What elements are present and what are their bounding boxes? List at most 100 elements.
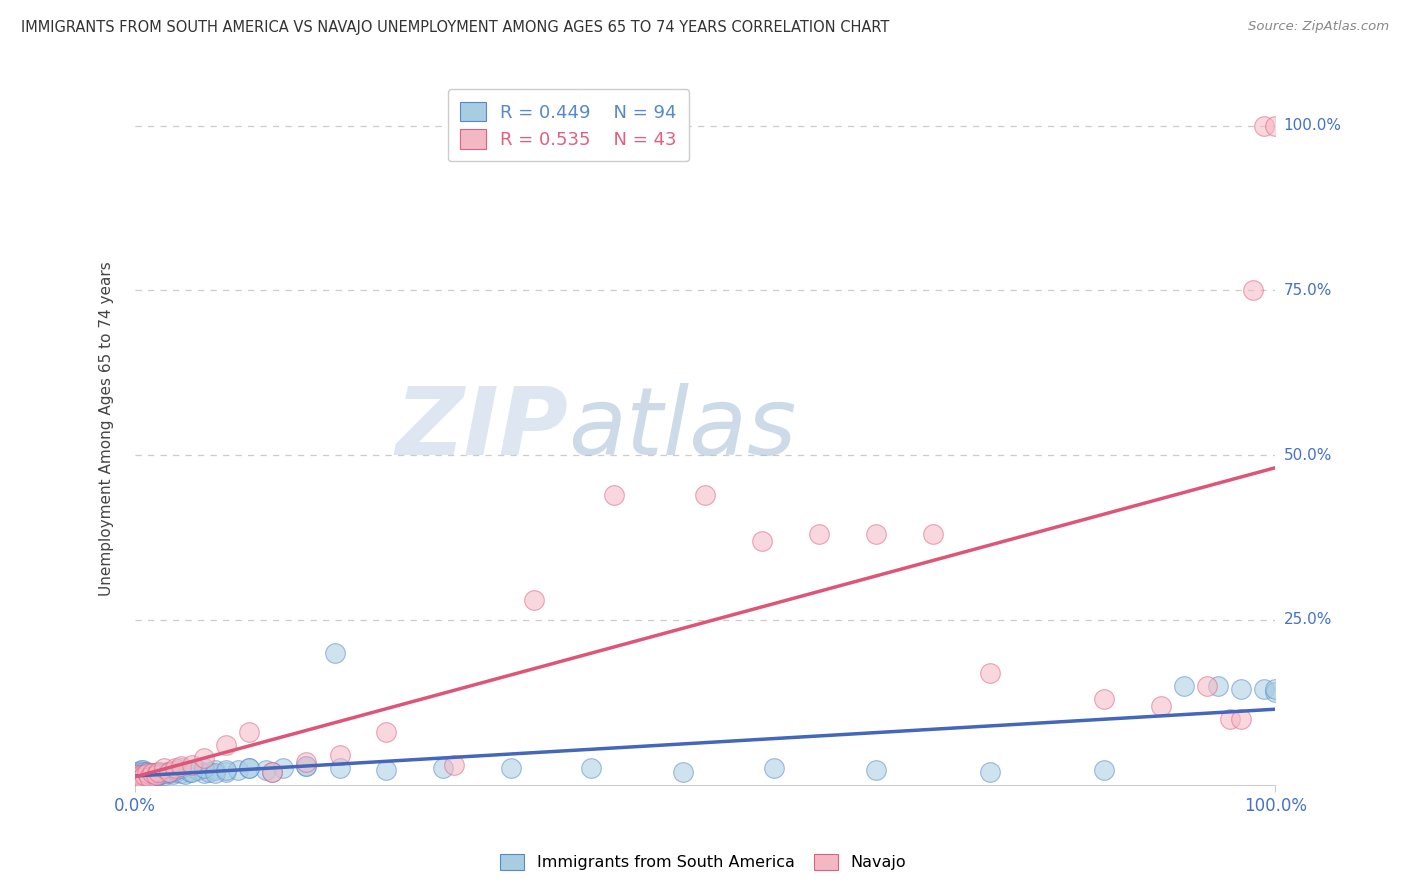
Point bbox=[129, 768, 152, 782]
Text: 75.0%: 75.0% bbox=[1284, 283, 1331, 298]
Point bbox=[979, 764, 1001, 779]
Point bbox=[375, 725, 398, 739]
Point bbox=[135, 764, 157, 779]
Point bbox=[762, 761, 785, 775]
Point bbox=[129, 774, 152, 789]
Point bbox=[1241, 284, 1264, 298]
Point bbox=[134, 768, 156, 782]
Point bbox=[443, 758, 465, 772]
Point bbox=[127, 774, 149, 789]
Point bbox=[295, 759, 318, 773]
Point bbox=[198, 764, 221, 779]
Point bbox=[1264, 685, 1286, 699]
Point bbox=[146, 765, 169, 780]
Point bbox=[432, 761, 454, 775]
Point bbox=[170, 765, 193, 780]
Point bbox=[323, 646, 346, 660]
Point bbox=[134, 768, 156, 782]
Point bbox=[128, 768, 150, 782]
Point bbox=[157, 764, 180, 779]
Point bbox=[174, 767, 197, 781]
Point bbox=[138, 771, 160, 785]
Point bbox=[165, 761, 187, 775]
Point bbox=[156, 764, 179, 779]
Point bbox=[135, 769, 157, 783]
Point bbox=[149, 767, 172, 781]
Text: 50.0%: 50.0% bbox=[1284, 448, 1331, 463]
Point bbox=[128, 771, 150, 785]
Point bbox=[226, 764, 249, 778]
Point bbox=[125, 770, 148, 784]
Point bbox=[128, 772, 150, 787]
Point bbox=[135, 765, 157, 780]
Point bbox=[134, 772, 156, 787]
Y-axis label: Unemployment Among Ages 65 to 74 years: Unemployment Among Ages 65 to 74 years bbox=[100, 261, 114, 596]
Point bbox=[139, 768, 162, 782]
Point bbox=[238, 761, 260, 775]
Point bbox=[128, 770, 150, 784]
Point bbox=[204, 764, 226, 778]
Point bbox=[238, 761, 260, 775]
Point bbox=[152, 765, 174, 780]
Point bbox=[1253, 119, 1275, 133]
Point bbox=[165, 764, 187, 778]
Point bbox=[295, 755, 318, 769]
Point bbox=[170, 759, 193, 773]
Point bbox=[671, 764, 693, 779]
Point bbox=[146, 768, 169, 782]
Point bbox=[131, 769, 153, 783]
Point bbox=[134, 767, 156, 781]
Point bbox=[146, 764, 169, 779]
Point bbox=[1094, 692, 1116, 706]
Point bbox=[141, 765, 163, 780]
Point bbox=[1173, 679, 1195, 693]
Point bbox=[129, 764, 152, 778]
Text: 25.0%: 25.0% bbox=[1284, 613, 1331, 627]
Text: IMMIGRANTS FROM SOUTH AMERICA VS NAVAJO UNEMPLOYMENT AMONG AGES 65 TO 74 YEARS C: IMMIGRANTS FROM SOUTH AMERICA VS NAVAJO … bbox=[21, 20, 890, 35]
Text: Source: ZipAtlas.com: Source: ZipAtlas.com bbox=[1249, 20, 1389, 33]
Point bbox=[329, 748, 352, 763]
Point bbox=[204, 765, 226, 780]
Point bbox=[132, 768, 155, 782]
Text: 100.0%: 100.0% bbox=[1284, 119, 1341, 133]
Point bbox=[141, 765, 163, 780]
Point bbox=[162, 767, 184, 781]
Point bbox=[143, 767, 166, 781]
Point bbox=[1264, 682, 1286, 697]
Point bbox=[501, 761, 523, 775]
Point bbox=[273, 761, 295, 775]
Point bbox=[132, 764, 155, 778]
Point bbox=[181, 764, 204, 779]
Point bbox=[260, 764, 283, 779]
Point bbox=[865, 527, 887, 541]
Point bbox=[141, 771, 163, 785]
Point bbox=[751, 533, 773, 548]
Point bbox=[128, 774, 150, 789]
Point bbox=[179, 764, 201, 779]
Point bbox=[127, 768, 149, 782]
Point bbox=[146, 768, 169, 782]
Point bbox=[1208, 679, 1230, 693]
Point bbox=[129, 771, 152, 785]
Point bbox=[1219, 712, 1241, 726]
Point bbox=[125, 771, 148, 785]
Point bbox=[1230, 682, 1253, 697]
Point bbox=[127, 764, 149, 779]
Point bbox=[581, 761, 603, 775]
Point bbox=[145, 768, 167, 782]
Point bbox=[145, 770, 167, 784]
Point bbox=[260, 764, 283, 779]
Point bbox=[603, 488, 626, 502]
Point bbox=[138, 765, 160, 780]
Legend: Immigrants from South America, Navajo: Immigrants from South America, Navajo bbox=[494, 847, 912, 877]
Point bbox=[127, 772, 149, 787]
Point bbox=[136, 768, 159, 782]
Point bbox=[165, 764, 187, 779]
Point bbox=[134, 764, 156, 779]
Point bbox=[129, 768, 152, 782]
Point bbox=[132, 771, 155, 785]
Point bbox=[157, 765, 180, 780]
Point bbox=[131, 764, 153, 779]
Point bbox=[193, 761, 215, 775]
Text: atlas: atlas bbox=[568, 384, 797, 475]
